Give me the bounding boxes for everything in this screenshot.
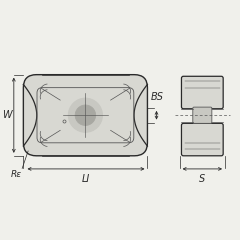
FancyBboxPatch shape [181,123,223,156]
FancyBboxPatch shape [193,107,212,123]
Circle shape [68,98,102,132]
Text: Rε: Rε [10,170,22,179]
Text: BS: BS [151,92,164,102]
FancyBboxPatch shape [23,75,147,156]
FancyBboxPatch shape [181,76,223,109]
Text: LI: LI [81,174,90,184]
Circle shape [75,105,96,126]
Text: S: S [199,174,205,184]
Text: W: W [2,110,12,120]
